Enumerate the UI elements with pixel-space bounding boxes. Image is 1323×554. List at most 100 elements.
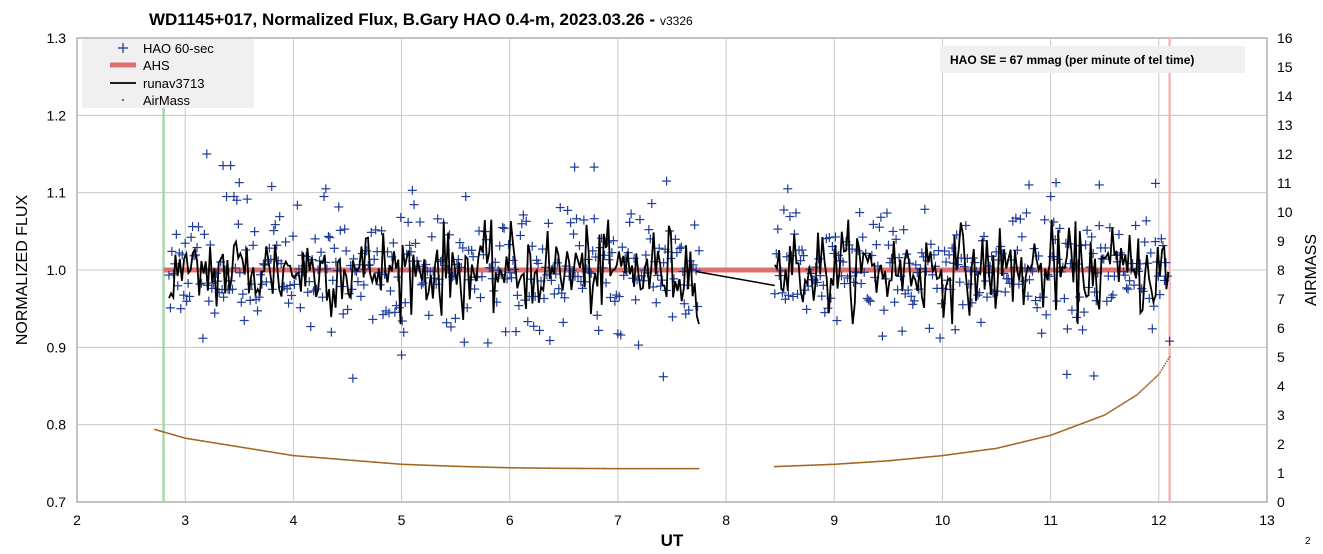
airmass-point — [398, 463, 401, 466]
x-tick-label: 2 — [73, 512, 81, 528]
airmass-point — [213, 441, 216, 444]
flux-point — [168, 269, 178, 279]
airmass-point — [1079, 423, 1082, 426]
airmass-point — [675, 467, 678, 470]
flux-point — [171, 229, 181, 239]
airmass-point — [863, 461, 865, 464]
flux-point — [691, 265, 701, 275]
flux-point — [504, 240, 514, 250]
airmass-point — [883, 460, 886, 462]
flux-point — [180, 238, 190, 248]
flux-point — [605, 293, 615, 303]
airmass-point — [674, 467, 677, 470]
airmass-point — [662, 467, 665, 470]
flux-point — [512, 290, 522, 300]
flux-point — [292, 200, 302, 210]
flux-point — [372, 247, 382, 257]
flux-point — [840, 279, 850, 289]
airmass-point — [941, 454, 944, 457]
flux-point — [1000, 287, 1010, 297]
airmass-point — [643, 467, 646, 470]
flux-point — [594, 325, 604, 335]
airmass-point — [1144, 386, 1147, 388]
airmass-point — [465, 465, 467, 468]
airmass-point — [367, 460, 370, 463]
flux-point — [1062, 369, 1072, 379]
airmass-point — [830, 463, 833, 466]
flux-point — [577, 283, 587, 293]
airmass-point — [255, 448, 258, 451]
airmass-point — [988, 448, 991, 451]
y2-tick-label: 4 — [1277, 378, 1285, 394]
flux-point — [1122, 283, 1132, 293]
flux-point — [874, 222, 884, 232]
airmass-point — [1160, 369, 1163, 371]
airmass-point — [447, 465, 450, 467]
airmass-point — [846, 462, 849, 465]
airmass-point — [542, 467, 544, 470]
airmass-point — [409, 463, 412, 466]
flux-point — [669, 274, 679, 284]
airmass-point — [894, 459, 897, 462]
flux-point — [399, 327, 409, 337]
flux-point — [182, 296, 192, 306]
y-tick-label: 0.7 — [47, 494, 67, 510]
airmass-point — [777, 465, 780, 468]
airmass-point — [539, 467, 542, 470]
airmass-point — [1063, 429, 1066, 432]
airmass-point — [327, 457, 329, 460]
flux-point — [917, 248, 927, 258]
airmass-point — [841, 462, 844, 465]
airmass-point — [520, 467, 523, 469]
flux-point — [670, 234, 680, 244]
airmass-point — [506, 466, 509, 469]
airmass-point — [936, 455, 938, 458]
airmass-point — [439, 464, 442, 467]
airmass-point — [1141, 388, 1144, 391]
flux-point — [797, 245, 807, 255]
airmass-point — [400, 463, 402, 466]
airmass-point — [1052, 433, 1055, 436]
airmass-point — [548, 467, 551, 470]
airmass-point — [272, 451, 275, 454]
airmass-point — [914, 457, 917, 460]
airmass-point — [275, 452, 278, 454]
airmass-point — [501, 466, 504, 469]
flux-point — [924, 323, 934, 333]
airmass-point — [474, 465, 477, 468]
airmass-point — [414, 463, 417, 466]
airmass-point — [435, 464, 438, 467]
airmass-point — [625, 467, 628, 470]
flux-point — [388, 238, 398, 248]
airmass-point — [391, 462, 394, 465]
flux-point — [617, 242, 627, 252]
flux-point — [233, 219, 243, 229]
flux-point — [445, 230, 455, 240]
flux-point — [1155, 290, 1165, 300]
airmass-point — [289, 454, 292, 456]
airmass-point — [1094, 417, 1097, 420]
flux-point — [654, 243, 664, 253]
airmass-point — [175, 434, 178, 437]
flux-point — [275, 212, 285, 222]
airmass-point — [488, 466, 490, 469]
airmass-point — [1029, 439, 1032, 442]
flux-point — [894, 253, 904, 263]
airmass-point — [693, 467, 696, 470]
flux-point — [483, 338, 493, 348]
airmass-point — [424, 464, 427, 467]
flux-point — [944, 250, 954, 260]
flux-point — [331, 257, 341, 267]
flux-point — [644, 225, 654, 235]
airmass-point — [1111, 409, 1114, 411]
airmass-point — [669, 467, 672, 470]
airmass-point — [692, 467, 694, 470]
flux-point — [284, 298, 294, 308]
airmass-point — [650, 467, 653, 470]
airmass-point — [686, 467, 689, 470]
flux-point — [390, 307, 400, 317]
airmass-point — [976, 449, 979, 452]
flux-point — [287, 290, 297, 300]
flux-point — [791, 208, 801, 218]
airmass-point — [531, 467, 534, 469]
